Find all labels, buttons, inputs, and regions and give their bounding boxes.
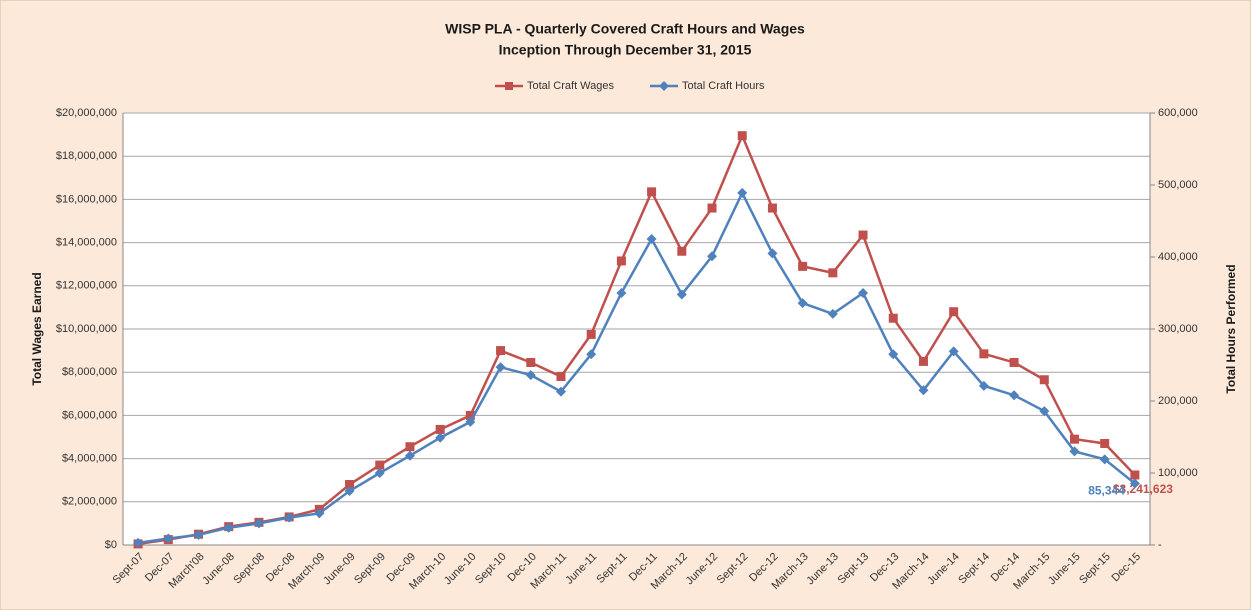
y2-tick-label: - <box>1158 539 1162 551</box>
y-tick-label: $14,000,000 <box>56 237 117 249</box>
marker <box>1100 438 1110 448</box>
legend-label: Total Craft Hours <box>682 80 765 92</box>
marker <box>163 533 174 544</box>
marker <box>525 370 536 381</box>
series-line <box>137 190 1136 545</box>
marker <box>435 432 446 443</box>
marker <box>133 537 144 548</box>
marker <box>345 480 355 490</box>
marker <box>1069 446 1080 457</box>
y-tick-label: $12,000,000 <box>56 280 117 292</box>
y2-tick-label: 400,000 <box>1158 251 1198 263</box>
marker <box>556 372 566 382</box>
marker <box>465 416 476 427</box>
marker <box>405 442 415 452</box>
marker <box>737 187 748 198</box>
marker <box>858 230 868 240</box>
marker <box>284 512 295 523</box>
marker <box>918 356 928 366</box>
marker <box>526 357 536 367</box>
y2-tick-label: 300,000 <box>1158 323 1198 335</box>
marker <box>1009 390 1020 401</box>
marker <box>647 187 657 197</box>
legend-marker <box>659 81 669 91</box>
y2-tick-label: 500,000 <box>1158 179 1198 191</box>
marker <box>798 261 808 271</box>
marker <box>1039 406 1050 417</box>
marker <box>767 248 778 259</box>
marker <box>374 468 385 478</box>
marker <box>707 251 718 262</box>
marker <box>918 385 929 396</box>
marker <box>858 288 869 298</box>
marker <box>375 460 385 470</box>
marker <box>193 529 204 540</box>
legend-marker <box>505 82 513 90</box>
marker <box>797 298 808 309</box>
marker <box>586 329 596 339</box>
chart-subtitle: Inception Through December 31, 2015 <box>499 42 752 58</box>
marker <box>223 522 234 533</box>
marker <box>496 346 506 356</box>
marker <box>888 313 898 323</box>
marker <box>949 307 959 317</box>
marker <box>314 508 325 519</box>
y2-tick-label: 600,000 <box>1158 107 1198 119</box>
marker <box>1129 478 1140 489</box>
marker <box>1009 357 1019 367</box>
y2-tick-label: 200,000 <box>1158 395 1198 407</box>
marker <box>1039 375 1049 385</box>
marker <box>828 268 838 278</box>
marker <box>555 386 566 397</box>
marker <box>344 486 355 496</box>
marker <box>646 234 657 244</box>
series-line <box>137 132 1136 546</box>
y-tick-label: $2,000,000 <box>62 496 117 508</box>
y2-tick-label: 100,000 <box>1158 467 1198 479</box>
marker <box>1069 434 1079 444</box>
chart-title: WISP PLA - Quarterly Covered Craft Hours… <box>445 21 805 37</box>
data-label: 85,344 <box>1088 484 1125 498</box>
marker <box>827 308 838 319</box>
y-tick-label: $20,000,000 <box>56 107 117 119</box>
y2-axis-title: Total Hours Performed <box>1224 264 1238 393</box>
marker <box>616 288 627 298</box>
legend-label: Total Craft Wages <box>527 80 615 92</box>
y-axis-title: Total Wages Earned <box>30 272 44 385</box>
marker <box>253 518 264 529</box>
marker <box>1130 470 1140 480</box>
y-tick-label: $18,000,000 <box>56 150 117 162</box>
marker <box>616 256 626 266</box>
marker <box>495 362 506 373</box>
data-label: $3,241,623 <box>1113 482 1173 496</box>
marker <box>677 246 687 256</box>
marker <box>1099 454 1110 465</box>
y-tick-label: $8,000,000 <box>62 366 117 378</box>
marker <box>404 450 415 461</box>
marker <box>948 346 959 357</box>
y-tick-label: $4,000,000 <box>62 453 117 465</box>
marker <box>707 203 717 213</box>
y-tick-label: $16,000,000 <box>56 193 117 205</box>
marker <box>435 424 445 434</box>
marker <box>676 289 687 300</box>
marker <box>737 131 747 141</box>
marker <box>978 380 989 391</box>
marker <box>586 349 597 360</box>
y-tick-label: $6,000,000 <box>62 409 117 421</box>
marker <box>888 349 899 360</box>
marker <box>767 203 777 213</box>
y-tick-label: $10,000,000 <box>56 323 117 335</box>
marker <box>465 410 475 420</box>
y-tick-label: $0 <box>105 539 117 551</box>
marker <box>979 349 989 359</box>
